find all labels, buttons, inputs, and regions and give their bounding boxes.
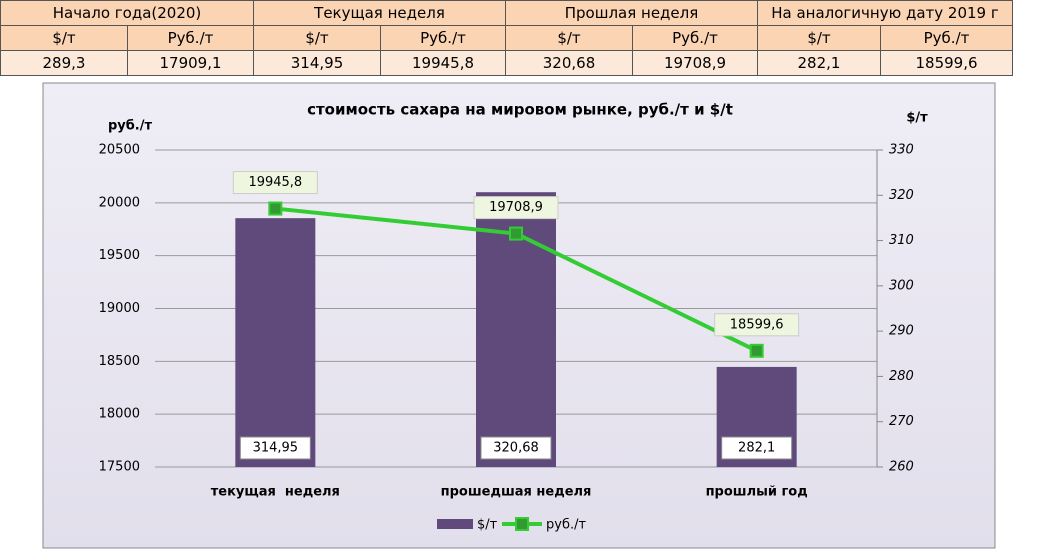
y2-tick-label: 280 bbox=[889, 369, 914, 384]
y-tick-label: 20500 bbox=[99, 143, 140, 158]
y2-axis-label: $/т bbox=[906, 111, 928, 126]
legend-swatch bbox=[515, 517, 529, 531]
unit-header: Руб./т bbox=[127, 25, 254, 51]
legend-label: руб./т bbox=[546, 518, 586, 533]
value-cell: 18599,6 bbox=[880, 50, 1013, 76]
x-tick-label: текущая неделя bbox=[211, 485, 340, 500]
line-marker bbox=[268, 201, 283, 216]
y-axis-label: руб./т bbox=[108, 119, 153, 134]
y2-tick-label: 310 bbox=[889, 233, 914, 248]
y-tick-label: 17500 bbox=[99, 460, 140, 475]
value-cell: 19708,9 bbox=[632, 50, 758, 76]
y-tick-label: 19500 bbox=[99, 248, 140, 263]
unit-header: $/т bbox=[253, 25, 381, 51]
y-tick-label: 18500 bbox=[99, 354, 140, 369]
line-marker bbox=[749, 343, 764, 358]
chart-title: стоимость сахара на мировом рынке, руб./… bbox=[307, 101, 733, 119]
bar-label: 320,68 bbox=[493, 441, 539, 456]
line-label: 18599,6 bbox=[730, 317, 784, 332]
bar-label-box bbox=[721, 436, 793, 460]
bar bbox=[235, 218, 316, 467]
value-cell: 17909,1 bbox=[127, 50, 254, 76]
unit-header: $/т bbox=[0, 25, 128, 51]
group-header: Прошлая неделя bbox=[505, 0, 758, 26]
y2-tick-label: 330 bbox=[889, 143, 914, 158]
y2-tick-label: 300 bbox=[889, 278, 914, 293]
line-label: 19708,9 bbox=[489, 200, 543, 215]
y-tick-label: 19000 bbox=[99, 301, 140, 316]
unit-header: Руб./т bbox=[880, 25, 1013, 51]
value-cell: 282,1 bbox=[757, 50, 881, 76]
line-label-box bbox=[473, 196, 559, 220]
bar-label: 314,95 bbox=[253, 441, 299, 456]
y2-tick-label: 290 bbox=[889, 324, 914, 339]
y2-tick-label: 270 bbox=[889, 414, 914, 429]
bar-label-box bbox=[239, 436, 311, 460]
legend-swatch bbox=[437, 519, 473, 529]
x-tick-label: прошлый год bbox=[706, 485, 808, 500]
line-label-box bbox=[714, 313, 800, 337]
legend-label: $/т bbox=[477, 518, 498, 533]
bar-label-box bbox=[480, 436, 552, 460]
value-cell: 289,3 bbox=[0, 50, 128, 76]
unit-header: Руб./т bbox=[632, 25, 758, 51]
y-tick-label: 18000 bbox=[99, 407, 140, 422]
y-tick-label: 20000 bbox=[99, 195, 140, 210]
line-label-box bbox=[232, 171, 318, 195]
value-cell: 320,68 bbox=[505, 50, 633, 76]
y2-tick-label: 260 bbox=[889, 460, 914, 475]
x-tick-label: прошедшая неделя bbox=[441, 485, 592, 500]
group-header: Начало года(2020) bbox=[0, 0, 254, 26]
value-cell: 19945,8 bbox=[380, 50, 506, 76]
line-label: 19945,8 bbox=[248, 175, 302, 190]
y2-tick-label: 320 bbox=[889, 188, 914, 203]
line-marker bbox=[509, 226, 523, 241]
bar-label: 282,1 bbox=[738, 441, 775, 456]
